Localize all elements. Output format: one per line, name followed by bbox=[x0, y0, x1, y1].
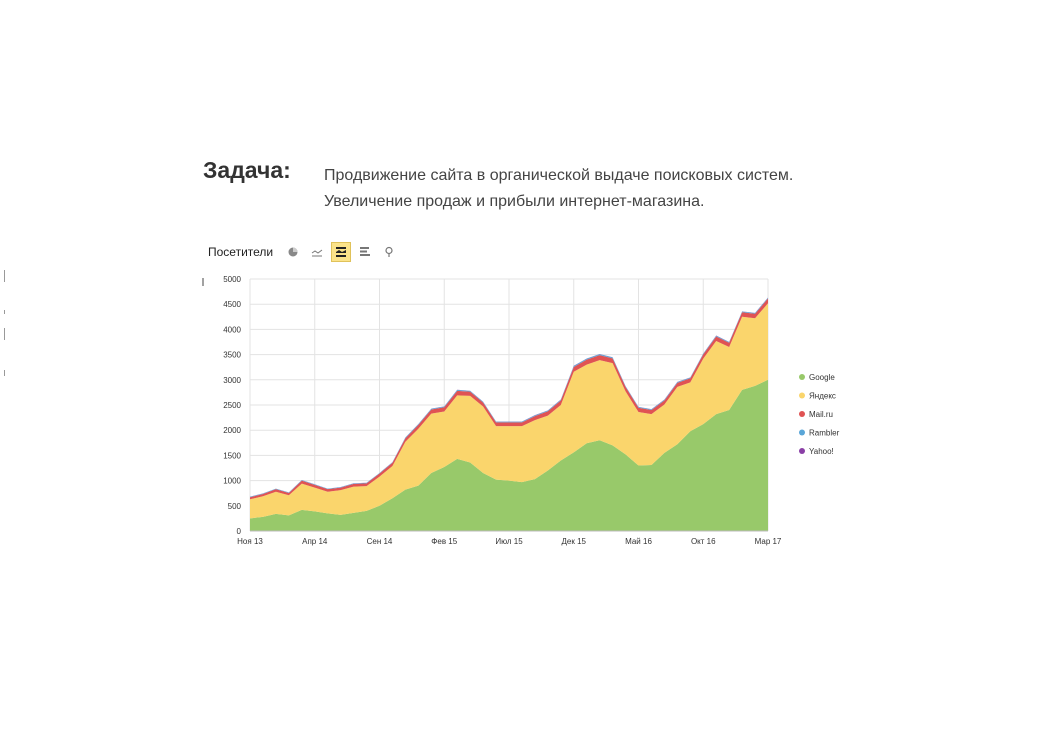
y-tick-label: 2000 bbox=[223, 426, 241, 435]
map-pin-icon bbox=[385, 246, 393, 257]
legend-label: Google bbox=[809, 373, 835, 382]
y-tick-label: 500 bbox=[228, 502, 242, 511]
edge-mark bbox=[4, 310, 5, 314]
y-tick-label: 5000 bbox=[223, 275, 241, 284]
metric-selector-label[interactable]: Посетители bbox=[208, 245, 274, 259]
task-heading: Задача: bbox=[203, 157, 291, 183]
y-tick-label: 2500 bbox=[223, 401, 241, 410]
y-tick-label: 1500 bbox=[223, 451, 241, 460]
task-line-2: Увеличение продаж и прибыли интернет-маг… bbox=[324, 193, 705, 210]
task-description: Продвижение сайта в органической выдаче … bbox=[324, 163, 884, 215]
legend-marker bbox=[799, 411, 805, 417]
x-tick-label: Апр 14 bbox=[302, 537, 328, 546]
bar-chart-button[interactable] bbox=[355, 242, 375, 262]
y-tick-label: 3500 bbox=[223, 351, 241, 360]
x-tick-label: Мар 17 bbox=[755, 537, 782, 546]
x-tick-label: Май 16 bbox=[625, 537, 652, 546]
pie-chart-button[interactable] bbox=[283, 242, 303, 262]
y-tick-label: 3000 bbox=[223, 376, 241, 385]
x-tick-label: Фев 15 bbox=[431, 537, 457, 546]
legend-label: Rambler bbox=[809, 429, 840, 438]
task-line-1: Продвижение сайта в органической выдаче … bbox=[324, 167, 794, 184]
area-chart-icon bbox=[336, 247, 347, 257]
x-tick-label: Дек 15 bbox=[562, 537, 587, 546]
y-tick-label: 4000 bbox=[223, 325, 241, 334]
x-tick-label: Ноя 13 bbox=[237, 537, 263, 546]
pie-chart-icon bbox=[288, 247, 298, 257]
area-series-яндекс bbox=[250, 303, 768, 519]
legend-label: Яндекс bbox=[809, 392, 836, 401]
x-tick-label: Сен 14 bbox=[367, 537, 393, 546]
legend-label: Yahoo! bbox=[809, 447, 834, 456]
edge-mark bbox=[4, 270, 5, 282]
legend-marker bbox=[799, 392, 805, 399]
y-tick-label: 4500 bbox=[223, 300, 241, 309]
line-chart-icon bbox=[311, 249, 323, 257]
chart-toolbar: Посетители bbox=[208, 240, 403, 264]
legend-marker bbox=[799, 429, 805, 436]
legend-label: Mail.ru bbox=[809, 410, 833, 419]
map-button[interactable] bbox=[379, 242, 399, 262]
edge-mark bbox=[4, 328, 5, 340]
x-tick-label: Окт 16 bbox=[691, 537, 716, 546]
bar-chart-icon bbox=[360, 247, 371, 256]
edge-mark bbox=[4, 370, 5, 376]
line-chart-button[interactable] bbox=[307, 242, 327, 262]
legend-marker bbox=[799, 448, 805, 454]
y-tick-label: 0 bbox=[237, 527, 242, 536]
y-tick-label: 1000 bbox=[223, 477, 241, 486]
legend-marker bbox=[799, 374, 805, 380]
area-series-google bbox=[250, 379, 768, 531]
area-chart-button[interactable] bbox=[331, 242, 352, 262]
x-tick-label: Июл 15 bbox=[495, 537, 523, 546]
